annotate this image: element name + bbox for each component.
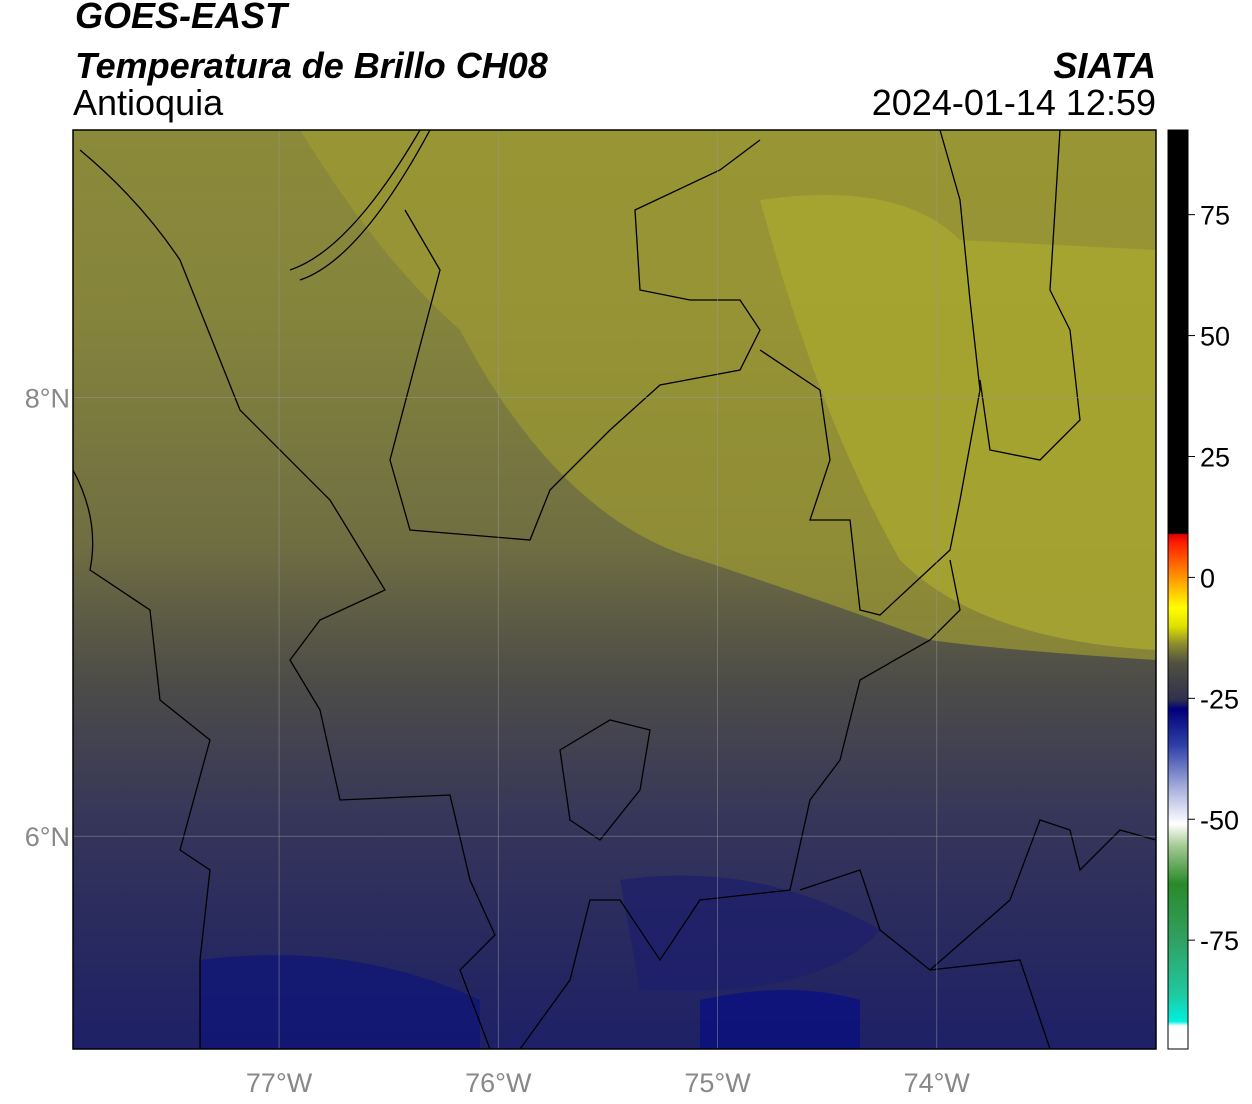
warm-region (760, 195, 1156, 650)
grid (73, 130, 1156, 1049)
satellite-image (73, 130, 1156, 1049)
title: GOES-EAST (75, 0, 290, 36)
y-tick-label: 8°N (25, 384, 70, 414)
cold-region (200, 955, 480, 1049)
x-tick-label: 74°W (904, 1068, 971, 1098)
colorbar-tick-label: -50 (1200, 805, 1239, 835)
y-tick-label: 6°N (25, 822, 70, 852)
source: SIATA (1053, 45, 1156, 86)
map-frame (72, 129, 1157, 1050)
colorbar-ticks: -75 -50 -25 0 25 50 75 (1188, 201, 1239, 956)
colorbar-tick-label: 25 (1200, 442, 1230, 472)
colorbar-tick-label: 0 (1200, 563, 1215, 593)
colorbar-tick-label: -75 (1200, 926, 1239, 956)
cold-region (700, 990, 860, 1049)
subtitle: Temperatura de Brillo CH08 (75, 45, 548, 86)
x-tick-label: 75°W (684, 1068, 751, 1098)
datetime: 2024-01-14 12:59 (872, 82, 1156, 123)
header: GOES-EAST Temperatura de Brillo CH08 Ant… (73, 0, 1156, 123)
x-tick-label: 76°W (465, 1068, 532, 1098)
x-tick-label: 77°W (246, 1068, 313, 1098)
region: Antioquia (73, 82, 224, 123)
colorbar (1167, 129, 1189, 1050)
colorbar-tick-label: 50 (1200, 322, 1230, 352)
cold-region (620, 875, 880, 992)
borders (73, 130, 1156, 1049)
colorbar-tick-label: 75 (1200, 201, 1230, 231)
colorbar-tick-label: -25 (1200, 684, 1239, 714)
